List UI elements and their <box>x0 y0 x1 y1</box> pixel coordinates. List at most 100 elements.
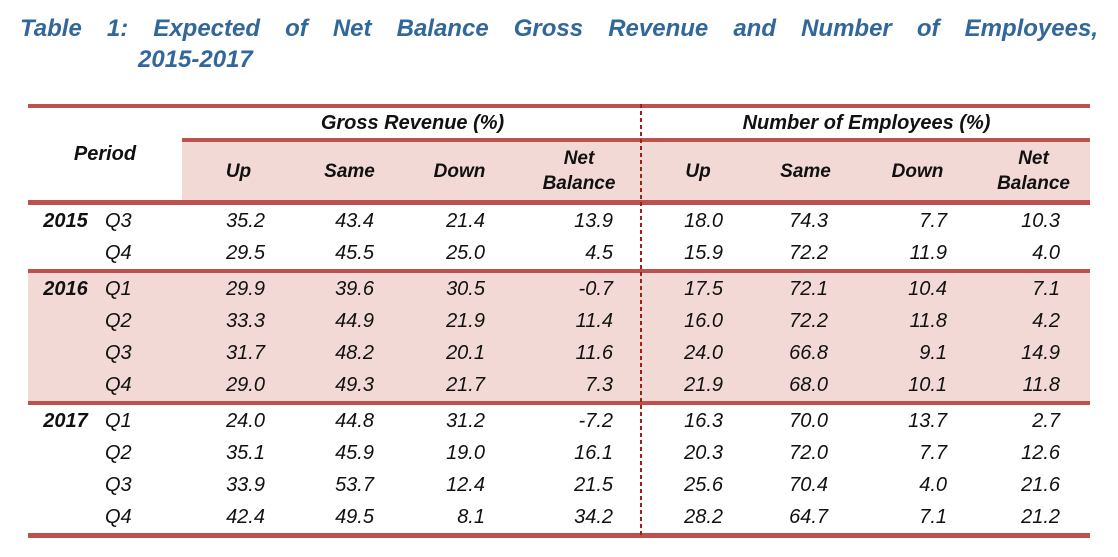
num-cell: 29.0 <box>182 369 295 403</box>
num-cell: 72.0 <box>753 437 859 469</box>
table-row: 2015 Q3 35.2 43.4 21.4 13.9 18.0 74.3 7.… <box>28 202 1091 271</box>
num-cell: 17.5 <box>643 269 754 305</box>
num-cell: 10.3 <box>977 202 1091 237</box>
num-cell: 11.9 <box>858 237 978 271</box>
num-cell: 42.4 <box>182 501 295 536</box>
num-cell: 4.2 <box>977 305 1091 337</box>
num-cell: 66.8 <box>753 337 859 369</box>
num-cell: 15.9 <box>643 237 754 271</box>
num-cell: 4.0 <box>977 237 1091 271</box>
num-cell: 19.0 <box>404 437 515 469</box>
num-cell: 8.1 <box>404 501 515 536</box>
num-cell: 9.1 <box>858 337 978 369</box>
num-cell: 25.6 <box>643 469 754 501</box>
num-cell: 49.5 <box>295 501 404 536</box>
table-row: Q4 29.5 45.5 25.0 4.5 15.9 72.2 11.9 4.0 <box>28 237 1091 271</box>
employees-same-header: Same <box>753 140 859 205</box>
num-cell: 64.7 <box>753 501 859 536</box>
num-cell: 21.2 <box>977 501 1091 536</box>
num-cell: 20.3 <box>643 437 754 469</box>
table-row: Q2 33.3 44.9 21.9 11.4 16.0 72.2 11.8 4.… <box>28 305 1091 337</box>
num-cell: 7.7 <box>858 202 978 237</box>
num-cell: 74.3 <box>753 202 859 237</box>
num-cell: 31.2 <box>404 401 515 437</box>
num-cell: 24.0 <box>643 337 754 369</box>
num-cell: 34.2 <box>515 501 644 536</box>
gross-up-header-label: Up <box>225 160 252 182</box>
num-cell: 44.9 <box>295 305 404 337</box>
num-cell: 2.7 <box>977 401 1091 437</box>
year-cell: 2017 <box>28 401 103 536</box>
employees-up-header: Up <box>643 140 754 205</box>
num-cell: 43.4 <box>295 202 404 237</box>
num-cell: 20.1 <box>404 337 515 369</box>
num-cell: 35.2 <box>182 202 295 237</box>
num-cell: 16.0 <box>643 305 754 337</box>
num-cell: 45.5 <box>295 237 404 271</box>
quarter-cell: Q1 <box>103 401 182 437</box>
sub-header-row: Up Same Down Net Balance Up Same Down Ne… <box>28 140 1091 205</box>
gross-same-header: Same <box>295 140 404 205</box>
group-header-row: Period Gross Revenue (%) Number of Emplo… <box>28 106 1091 205</box>
num-cell: 4.5 <box>515 237 644 271</box>
employees-down-header: Down <box>858 140 978 205</box>
num-cell: 11.6 <box>515 337 644 369</box>
gross-same-header-label: Same <box>324 160 375 182</box>
num-cell: 21.9 <box>404 305 515 337</box>
num-cell: 10.4 <box>858 269 978 305</box>
num-cell: 16.1 <box>515 437 644 469</box>
quarter-cell: Q3 <box>103 337 182 369</box>
quarter-cell: Q3 <box>103 202 182 237</box>
num-cell: 21.9 <box>643 369 754 403</box>
table-row: Q4 42.4 49.5 8.1 34.2 28.2 64.7 7.1 21.2 <box>28 501 1091 536</box>
num-cell: 18.0 <box>643 202 754 237</box>
period-header-cell: Period <box>28 106 182 205</box>
quarter-cell: Q3 <box>103 469 182 501</box>
num-cell: 70.0 <box>753 401 859 437</box>
num-cell: 12.4 <box>404 469 515 501</box>
num-cell: 29.5 <box>182 237 295 271</box>
num-cell: 11.8 <box>858 305 978 337</box>
num-cell: 49.3 <box>295 369 404 403</box>
gross-net-balance-header-label: Net Balance <box>542 148 616 194</box>
num-cell: 45.9 <box>295 437 404 469</box>
num-cell: 72.2 <box>753 305 859 337</box>
quarter-cell: Q2 <box>103 437 182 469</box>
num-cell: 39.6 <box>295 269 404 305</box>
num-cell: -7.2 <box>515 401 644 437</box>
quarter-cell: Q2 <box>103 305 182 337</box>
year-cell: 2015 <box>28 202 103 271</box>
num-cell: 21.4 <box>404 202 515 237</box>
num-cell: 31.7 <box>182 337 295 369</box>
year-cell: 2016 <box>28 269 103 403</box>
num-cell: 21.6 <box>977 469 1091 501</box>
num-cell: 13.7 <box>858 401 978 437</box>
table-row: 2016 Q1 29.9 39.6 30.5 -0.7 17.5 72.1 10… <box>28 269 1091 403</box>
employees-net-balance-header: Net Balance <box>977 140 1091 205</box>
table-title-line1: Table 1: Expected of Net Balance Gross R… <box>20 15 1098 42</box>
num-cell: 72.1 <box>753 269 859 305</box>
table-title: Table 1: Expected of Net Balance Gross R… <box>20 13 1098 75</box>
num-cell: 29.9 <box>182 269 295 305</box>
num-cell: 25.0 <box>404 237 515 271</box>
num-cell: 7.3 <box>515 369 644 403</box>
gross-net-balance-header: Net Balance <box>515 140 644 205</box>
num-cell: 35.1 <box>182 437 295 469</box>
num-cell: 21.7 <box>404 369 515 403</box>
gross-down-header: Down <box>404 140 515 205</box>
num-cell: 33.9 <box>182 469 295 501</box>
table-title-line2: 2015-2017 <box>138 46 253 73</box>
num-cell: 7.1 <box>858 501 978 536</box>
num-cell: 68.0 <box>753 369 859 403</box>
num-cell: 44.8 <box>295 401 404 437</box>
num-cell: 53.7 <box>295 469 404 501</box>
num-cell: 14.9 <box>977 337 1091 369</box>
num-cell: 24.0 <box>182 401 295 437</box>
quarter-cell: Q4 <box>103 369 182 403</box>
gross-down-header-label: Down <box>433 160 486 182</box>
num-cell: 48.2 <box>295 337 404 369</box>
table-row: Q3 31.7 48.2 20.1 11.6 24.0 66.8 9.1 14.… <box>28 337 1091 369</box>
num-cell: 30.5 <box>404 269 515 305</box>
data-table: Period Gross Revenue (%) Number of Emplo… <box>28 104 1091 538</box>
